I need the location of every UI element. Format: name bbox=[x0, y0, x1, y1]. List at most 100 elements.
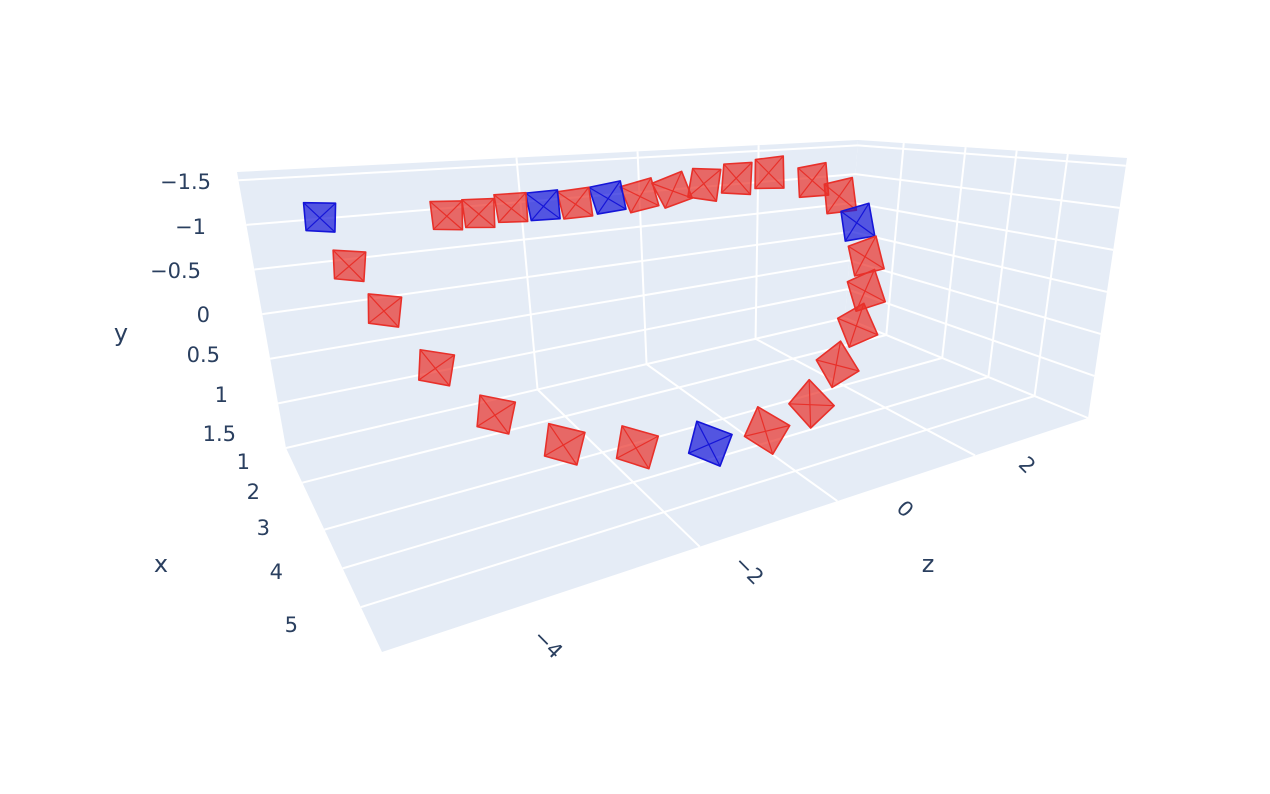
camera-edge bbox=[840, 210, 876, 237]
camera-edge bbox=[305, 202, 336, 232]
x-tick-label: 5 bbox=[285, 613, 298, 637]
x-gridline bbox=[885, 142, 905, 336]
camera-marker bbox=[543, 422, 586, 466]
x-gridline bbox=[987, 150, 1018, 378]
y-axis-title: y bbox=[114, 319, 128, 347]
camera-edge bbox=[844, 202, 870, 242]
camera-marker bbox=[687, 420, 733, 467]
camera-marker bbox=[615, 425, 660, 470]
y-tick-label: 1.5 bbox=[203, 422, 236, 446]
camera-marker bbox=[556, 186, 594, 220]
z-axis-title: z bbox=[922, 550, 935, 578]
camera-edge bbox=[797, 167, 829, 196]
camera-edge bbox=[621, 425, 650, 470]
camera-edge bbox=[754, 155, 784, 189]
camera-marker bbox=[687, 167, 722, 202]
camera-marker bbox=[418, 348, 456, 387]
x-gridline bbox=[302, 334, 887, 484]
camera-edge bbox=[757, 406, 774, 455]
camera-edge bbox=[588, 186, 627, 210]
y-tick-label: 1 bbox=[215, 383, 228, 407]
y-gridline bbox=[262, 230, 852, 316]
x-gridline bbox=[941, 147, 967, 359]
camera-marker bbox=[847, 235, 885, 277]
camera-edge bbox=[798, 162, 827, 198]
camera-marker bbox=[429, 200, 464, 231]
y-tick-label: 0.5 bbox=[187, 343, 220, 367]
camera-edge bbox=[847, 281, 886, 303]
camera-edge bbox=[418, 354, 455, 381]
camera-edge bbox=[619, 186, 660, 207]
camera-edge bbox=[544, 431, 586, 457]
camera-marker bbox=[461, 197, 496, 229]
y-tick-label: −1 bbox=[175, 215, 206, 239]
camera-edge bbox=[616, 435, 659, 459]
y-gridline bbox=[277, 288, 848, 405]
x-gridline bbox=[342, 376, 989, 570]
x-tick-label: 4 bbox=[270, 560, 283, 584]
camera-edge bbox=[334, 251, 367, 280]
camera-marker bbox=[754, 155, 785, 190]
y-gridline bbox=[238, 144, 858, 182]
camera-edge bbox=[744, 424, 790, 437]
camera-edge bbox=[723, 163, 751, 195]
camera-marker bbox=[619, 177, 660, 214]
camera-edge bbox=[433, 200, 463, 230]
camera-edge bbox=[429, 201, 463, 231]
camera-marker bbox=[588, 180, 627, 215]
camera-edge bbox=[823, 183, 857, 211]
camera-edge bbox=[465, 198, 495, 228]
camera-face bbox=[788, 378, 835, 429]
camera-edge bbox=[848, 303, 865, 348]
camera-marker bbox=[720, 161, 753, 196]
scene-gridlines bbox=[238, 142, 1126, 609]
camera-edge bbox=[525, 192, 561, 220]
camera-edge bbox=[419, 349, 450, 387]
back-pane bbox=[237, 140, 858, 448]
camera-edge bbox=[831, 341, 842, 388]
z-tick-label: 2 bbox=[1014, 452, 1040, 478]
camera-face bbox=[619, 177, 660, 214]
camera-marker bbox=[840, 202, 876, 242]
camera-edge bbox=[493, 194, 529, 222]
camera-marker bbox=[524, 189, 561, 222]
camera-edge bbox=[721, 162, 753, 194]
camera-face bbox=[847, 235, 885, 277]
camera-edge bbox=[848, 245, 885, 270]
camera-edge bbox=[563, 186, 590, 220]
camera-edge bbox=[687, 168, 722, 198]
camera-edge bbox=[855, 269, 876, 312]
camera-marker bbox=[815, 340, 860, 389]
camera-edge bbox=[461, 199, 496, 228]
camera-edge bbox=[332, 249, 365, 282]
camera-edge bbox=[556, 191, 594, 217]
camera-markers bbox=[302, 155, 887, 470]
camera-face bbox=[651, 170, 694, 209]
camera-marker bbox=[823, 176, 858, 215]
camera-edge bbox=[826, 177, 853, 215]
y-tick-label: −0.5 bbox=[150, 259, 201, 283]
y-gridline bbox=[269, 259, 850, 360]
camera-marker bbox=[332, 249, 367, 283]
camera-edge bbox=[651, 182, 693, 199]
camera-edge bbox=[808, 379, 812, 429]
camera-edge bbox=[530, 189, 558, 221]
camera-edge bbox=[596, 180, 621, 215]
x-tick-label: 3 bbox=[257, 516, 270, 540]
camera-marker bbox=[476, 394, 517, 435]
camera-marker bbox=[651, 170, 694, 209]
camera-edge bbox=[664, 171, 683, 209]
camera-edge bbox=[476, 401, 516, 428]
camera-edge bbox=[368, 296, 402, 324]
camera-marker bbox=[302, 201, 337, 233]
camera-edge bbox=[303, 202, 336, 233]
camera-edge bbox=[854, 235, 877, 277]
camera-edge bbox=[630, 177, 652, 214]
camera-marker bbox=[743, 405, 791, 455]
camera-edge bbox=[367, 293, 400, 328]
camera-edge bbox=[548, 423, 578, 466]
camera-marker bbox=[836, 302, 879, 348]
camera-marker bbox=[788, 378, 835, 429]
camera-edge bbox=[692, 168, 717, 202]
